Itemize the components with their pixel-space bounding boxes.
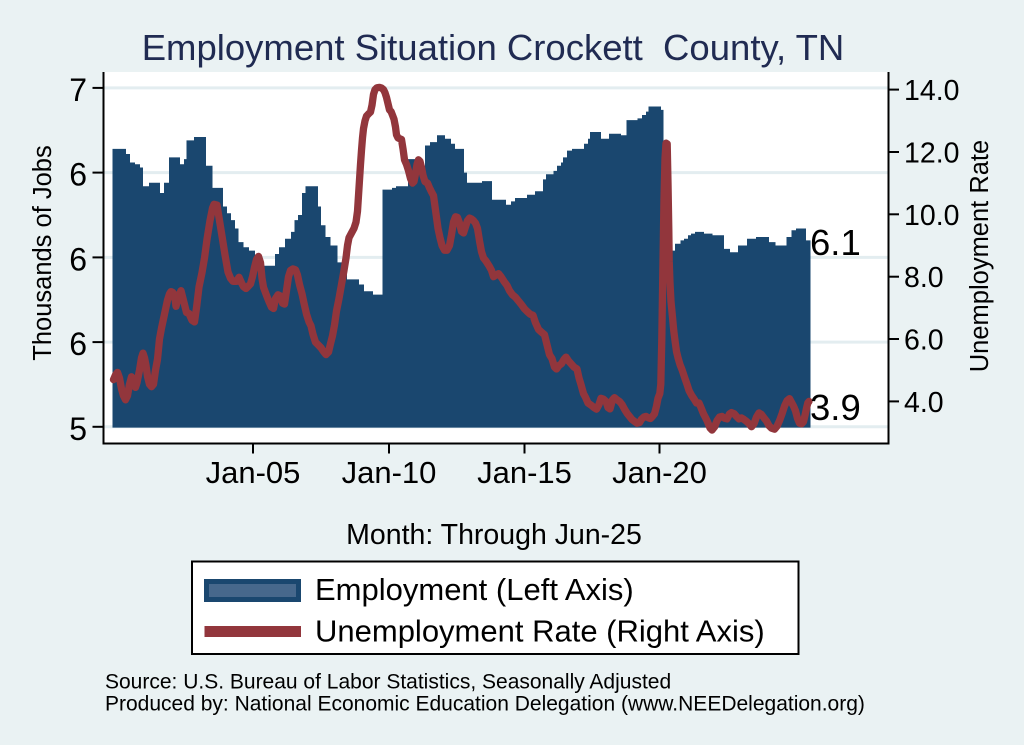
svg-text:Employment Situation Crockett: Employment Situation Crockett County, TN <box>142 27 845 68</box>
svg-text:6: 6 <box>69 241 87 277</box>
svg-text:10.0: 10.0 <box>904 200 959 232</box>
svg-text:Jan-05: Jan-05 <box>206 455 301 490</box>
svg-text:Produced by: National Economic: Produced by: National Economic Education… <box>105 693 865 716</box>
svg-text:Unemployment Rate (Right Axis): Unemployment Rate (Right Axis) <box>315 614 765 649</box>
svg-text:7: 7 <box>69 72 87 108</box>
svg-text:Jan-10: Jan-10 <box>342 455 437 490</box>
svg-text:6.1: 6.1 <box>810 222 861 263</box>
svg-text:Jan-15: Jan-15 <box>477 455 572 490</box>
svg-text:Month: Through Jun-25: Month: Through Jun-25 <box>346 519 642 551</box>
svg-text:12.0: 12.0 <box>904 138 959 170</box>
svg-text:Employment (Left Axis): Employment (Left Axis) <box>315 572 634 607</box>
svg-text:4.0: 4.0 <box>904 387 944 419</box>
svg-text:6: 6 <box>69 157 87 193</box>
svg-text:Source: U.S. Bureau of Labor S: Source: U.S. Bureau of Labor Statistics,… <box>105 671 671 694</box>
svg-text:6.0: 6.0 <box>904 325 944 357</box>
svg-text:Thousands of Jobs: Thousands of Jobs <box>29 145 57 360</box>
svg-text:3.9: 3.9 <box>810 387 861 428</box>
svg-text:5: 5 <box>69 411 87 447</box>
svg-text:14.0: 14.0 <box>904 75 959 107</box>
svg-text:8.0: 8.0 <box>904 262 944 294</box>
svg-text:6: 6 <box>69 326 87 362</box>
svg-text:Unemployment Rate: Unemployment Rate <box>966 140 994 372</box>
svg-text:Jan-20: Jan-20 <box>612 455 707 490</box>
